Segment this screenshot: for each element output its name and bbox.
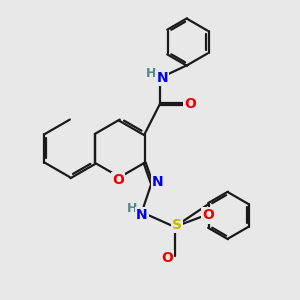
Text: O: O [161,251,173,265]
Text: H: H [127,202,137,215]
Text: N: N [156,71,168,85]
Text: S: S [172,218,182,232]
Text: O: O [184,97,196,111]
Text: O: O [202,208,214,222]
Text: N: N [136,208,148,222]
Text: H: H [146,67,156,80]
Text: O: O [112,173,124,187]
Text: N: N [152,175,163,189]
